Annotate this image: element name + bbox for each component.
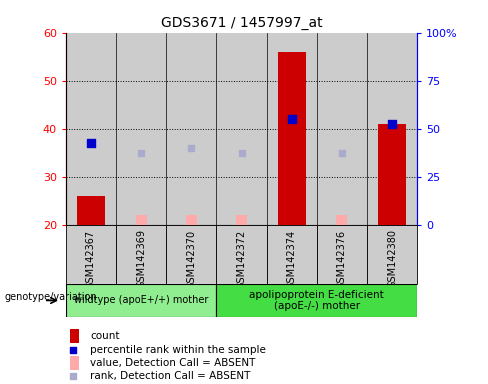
Point — [69, 373, 77, 379]
Bar — [336, 215, 347, 225]
Text: genotype/variation: genotype/variation — [5, 291, 98, 302]
Bar — [70, 329, 79, 343]
Bar — [317, 33, 367, 225]
Text: GSM142369: GSM142369 — [136, 229, 146, 288]
Text: GSM142376: GSM142376 — [337, 229, 347, 288]
Bar — [378, 124, 406, 225]
Text: GSM142372: GSM142372 — [237, 229, 246, 289]
Text: GSM142367: GSM142367 — [86, 229, 96, 288]
Bar — [367, 33, 417, 225]
Bar — [66, 284, 217, 317]
Bar — [317, 225, 367, 284]
Text: GSM142370: GSM142370 — [186, 229, 196, 288]
Bar — [116, 33, 166, 225]
Bar — [166, 225, 217, 284]
Bar — [217, 33, 266, 225]
Bar — [367, 225, 417, 284]
Point — [187, 145, 195, 151]
Text: wildtype (apoE+/+) mother: wildtype (apoE+/+) mother — [74, 295, 208, 306]
Bar — [217, 225, 266, 284]
Text: GSM142380: GSM142380 — [387, 229, 397, 288]
Bar — [266, 33, 317, 225]
Point — [288, 116, 296, 122]
Bar — [70, 356, 79, 370]
Point — [69, 346, 77, 353]
Point — [238, 150, 245, 156]
Text: GSM142374: GSM142374 — [287, 229, 297, 288]
Bar — [66, 33, 116, 225]
Bar — [136, 215, 147, 225]
Bar — [236, 215, 247, 225]
Point — [388, 121, 396, 127]
Bar — [166, 33, 217, 225]
Bar — [278, 52, 305, 225]
Text: percentile rank within the sample: percentile rank within the sample — [90, 344, 266, 354]
Bar — [266, 225, 317, 284]
Text: value, Detection Call = ABSENT: value, Detection Call = ABSENT — [90, 358, 256, 368]
Point — [137, 150, 145, 156]
Bar — [66, 225, 116, 284]
Bar — [116, 225, 166, 284]
Text: apolipoprotein E-deficient
(apoE-/-) mother: apolipoprotein E-deficient (apoE-/-) mot… — [249, 290, 384, 311]
Title: GDS3671 / 1457997_at: GDS3671 / 1457997_at — [161, 16, 323, 30]
Point — [338, 150, 346, 156]
Text: count: count — [90, 331, 120, 341]
Point — [87, 140, 95, 146]
Text: rank, Detection Call = ABSENT: rank, Detection Call = ABSENT — [90, 371, 251, 381]
Bar — [77, 196, 105, 225]
Bar — [217, 284, 417, 317]
Bar — [186, 215, 197, 225]
